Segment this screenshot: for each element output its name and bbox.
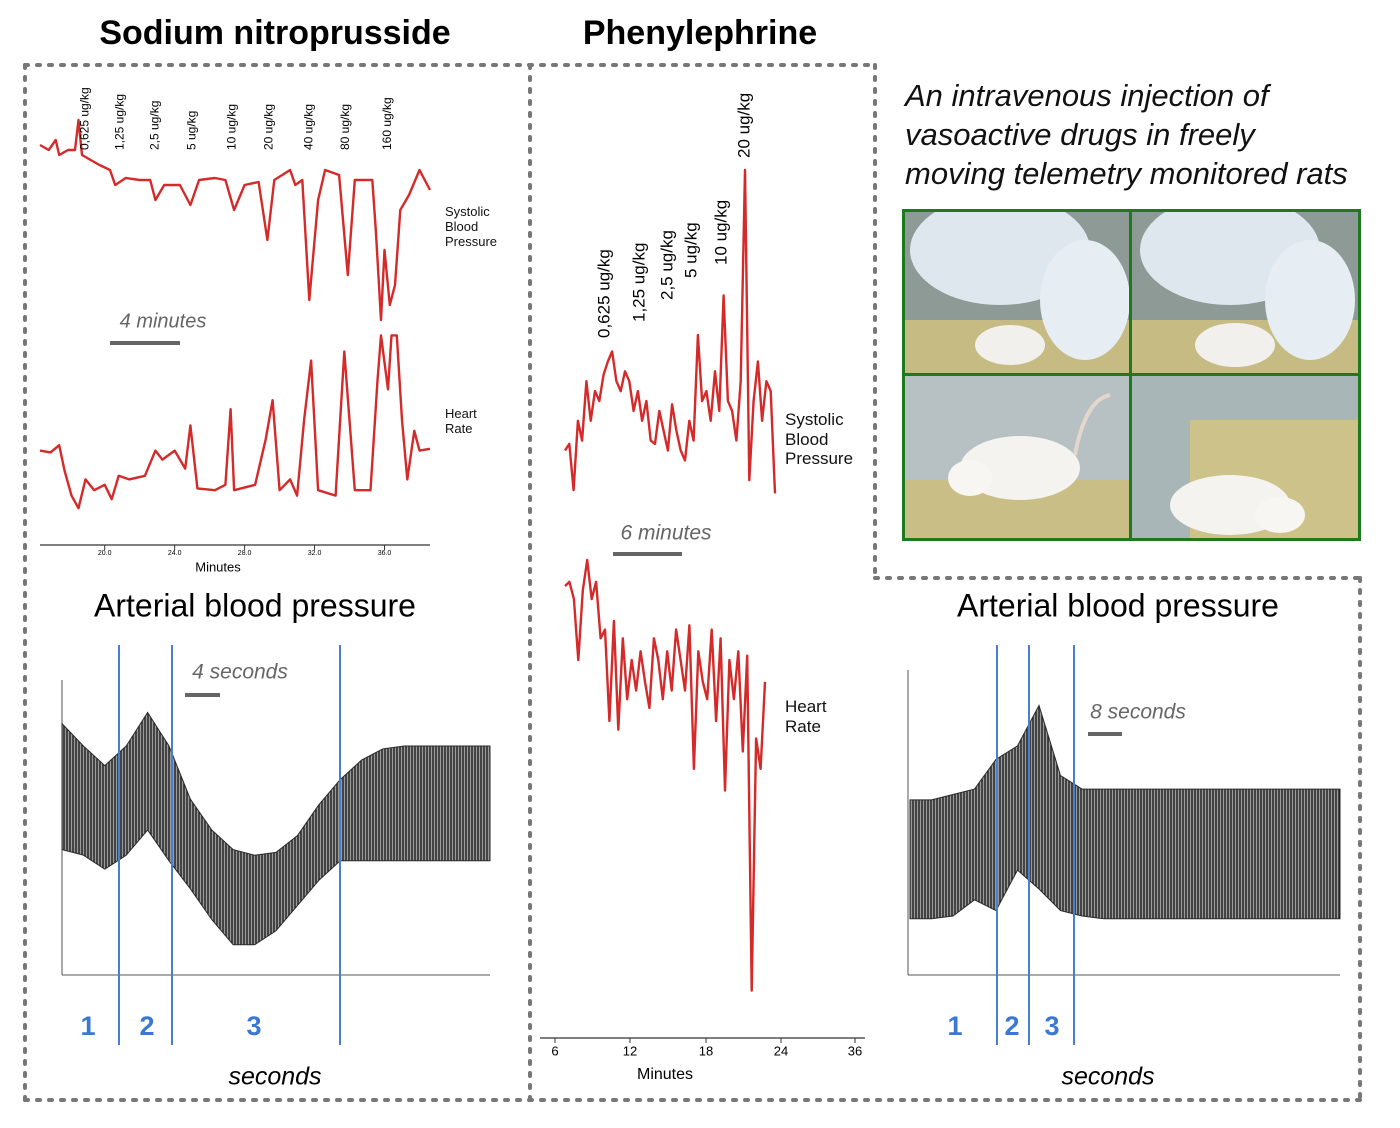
dose-label: 40 ug/kg <box>301 104 315 150</box>
x-tick-label: 6 <box>551 1043 558 1058</box>
photo <box>902 209 1361 541</box>
heading: Sodium nitroprusside <box>99 14 450 52</box>
dose-label: 5 ug/kg <box>184 111 198 150</box>
phase-label: 2 <box>139 1011 154 1041</box>
series-label: Heart Rate <box>785 697 827 736</box>
heading: Phenylephrine <box>583 14 817 52</box>
pressure-band <box>61 711 491 946</box>
dose-label: 2,5 ug/kg <box>657 230 676 300</box>
description-line: vasoactive drugs in freely <box>905 117 1257 152</box>
dose-label: 1,25 ug/kg <box>113 94 127 150</box>
x-tick-label: 36.0 <box>378 550 392 557</box>
dose-label: 80 ug/kg <box>338 104 352 150</box>
phase-label: 3 <box>1044 1011 1059 1041</box>
phase-label: 3 <box>246 1011 261 1041</box>
x-tick-label: 32.0 <box>308 550 322 557</box>
dose-label: 10 ug/kg <box>711 200 730 265</box>
dose-label: 20 ug/kg <box>261 104 275 150</box>
x-tick-label: 36 <box>848 1043 862 1058</box>
x-axis-label: seconds <box>1061 1063 1154 1091</box>
trace-line <box>564 558 767 992</box>
series-label: Heart Rate <box>445 406 477 436</box>
phase-label: 1 <box>80 1011 95 1041</box>
x-tick-label: 12 <box>623 1043 637 1058</box>
x-tick-label: 24 <box>774 1043 788 1058</box>
trace-line <box>39 334 431 510</box>
phase-label: 2 <box>1004 1011 1019 1041</box>
x-tick-label: 24.0 <box>168 550 182 557</box>
scale-label: 4 minutes <box>120 310 207 332</box>
panel-title: Arterial blood pressure <box>957 587 1279 623</box>
description-line: An intravenous injection of <box>903 78 1272 113</box>
x-axis-label: Minutes <box>637 1066 693 1083</box>
x-axis-label: seconds <box>228 1063 321 1091</box>
dose-label: 10 ug/kg <box>225 104 239 150</box>
panel-title: Arterial blood pressure <box>94 587 416 623</box>
panel-borders <box>23 63 1362 1102</box>
dose-label: 0,625 ug/kg <box>594 249 613 338</box>
phase-label: 1 <box>947 1011 962 1041</box>
dose-label: 160 ug/kg <box>380 97 394 150</box>
trace-line <box>39 118 432 322</box>
dose-label: 20 ug/kg <box>734 93 753 158</box>
trace-line <box>563 168 777 494</box>
dose-label: 1,25 ug/kg <box>629 243 648 322</box>
description-line: moving telemetry monitored rats <box>905 156 1348 191</box>
dose-label: 0,625 ug/kg <box>78 87 92 150</box>
x-tick-label: 20.0 <box>98 550 112 557</box>
x-tick-label: 28.0 <box>238 550 252 557</box>
dose-label: 5 ug/kg <box>681 222 700 278</box>
series-label: Systolic Blood Pressure <box>785 410 854 469</box>
scale-label: 6 minutes <box>620 522 712 545</box>
scale-label: 8 seconds <box>1090 701 1186 724</box>
dose-label: 2,5 ug/kg <box>148 101 162 150</box>
x-axis-label: Minutes <box>195 559 241 574</box>
series-label: Systolic Blood Pressure <box>445 204 498 249</box>
scale-label: 4 seconds <box>192 661 288 684</box>
pressure-band <box>909 704 1341 920</box>
x-tick-label: 18 <box>699 1043 713 1058</box>
